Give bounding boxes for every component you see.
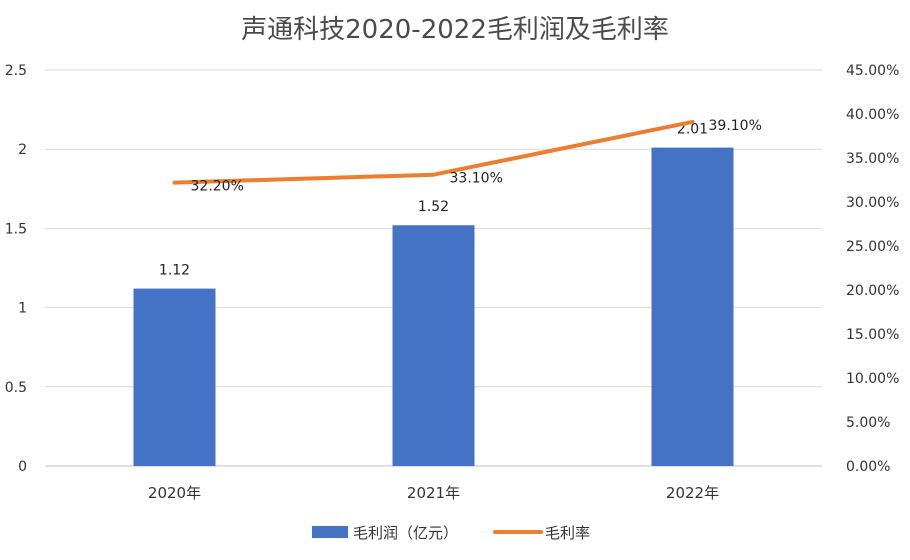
right-tick-label: 15.00% xyxy=(846,327,899,343)
right-tick-label: 5.00% xyxy=(846,415,890,431)
line-series xyxy=(174,122,692,183)
legend-label-bar: 毛利润（亿元） xyxy=(353,524,458,542)
right-axis-ticks: 0.00% 5.00% 10.00% 15.00% 20.00% 25.00% 30.00%… xyxy=(846,63,899,475)
legend-swatch-bar xyxy=(312,526,348,538)
line-value-label: 32.20% xyxy=(191,179,244,195)
right-tick-label: 45.00% xyxy=(846,63,899,79)
left-tick-label: 0.5 xyxy=(5,380,27,396)
x-tick-label: 2020年 xyxy=(148,484,201,502)
bar-value-label: 1.52 xyxy=(418,199,449,215)
bar xyxy=(652,148,734,466)
chart-title: 声通科技2020-2022毛利润及毛利率 xyxy=(241,15,669,45)
left-axis-ticks: 0 0.5 1 1.5 2 2.5 xyxy=(5,63,27,475)
left-tick-label: 1.5 xyxy=(5,221,27,237)
left-tick-label: 2.5 xyxy=(5,63,27,79)
right-tick-label: 25.00% xyxy=(846,239,899,255)
bar-series xyxy=(134,148,734,466)
legend-label-line: 毛利率 xyxy=(545,524,590,542)
left-tick-label: 0 xyxy=(18,459,27,475)
legend: 毛利润（亿元） 毛利率 xyxy=(312,524,590,542)
right-tick-label: 35.00% xyxy=(846,151,899,167)
right-tick-label: 0.00% xyxy=(846,459,890,475)
left-tick-label: 2 xyxy=(18,142,27,158)
x-axis-ticks: 2020年 2021年 2022年 xyxy=(148,484,719,502)
line-value-label: 33.10% xyxy=(450,171,503,187)
bar-value-label: 1.12 xyxy=(159,263,190,279)
right-tick-label: 40.00% xyxy=(846,107,899,123)
right-tick-label: 30.00% xyxy=(846,195,899,211)
right-tick-label: 20.00% xyxy=(846,283,899,299)
left-tick-label: 1 xyxy=(18,301,27,317)
x-tick-label: 2021年 xyxy=(407,484,460,502)
line-path xyxy=(175,122,693,183)
line-value-label: 39.10% xyxy=(709,118,762,134)
right-tick-label: 10.00% xyxy=(846,371,899,387)
x-tick-label: 2022年 xyxy=(666,484,719,502)
bar xyxy=(393,225,475,466)
bar xyxy=(134,289,216,466)
